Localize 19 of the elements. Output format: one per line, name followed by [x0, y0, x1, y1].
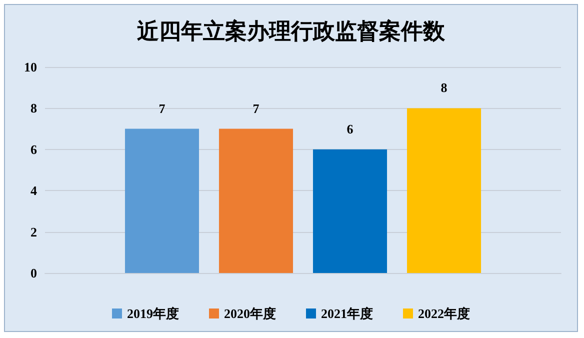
legend-label: 2020年度: [224, 306, 276, 321]
data-label: 7: [252, 100, 260, 116]
legend-label: 2022年度: [418, 306, 470, 321]
bar: [218, 128, 294, 273]
legend-label: 2019年度: [127, 306, 179, 321]
y-tick-label: 2: [30, 224, 37, 240]
y-tick-label: 6: [30, 142, 38, 157]
y-tick-label: 0: [30, 266, 37, 280]
bar: [312, 149, 388, 273]
bar: [124, 128, 199, 273]
data-label: 7: [158, 100, 166, 116]
data-label: 8: [440, 80, 448, 96]
data-label: 6: [346, 121, 354, 136]
legend-label: 2021年度: [321, 306, 373, 321]
y-tick-label: 8: [30, 100, 38, 116]
bar: [407, 108, 482, 273]
chart-title: 近四年立案办理行政监督案件数: [136, 18, 446, 44]
y-tick-label: 4: [30, 183, 38, 198]
y-tick-label: 10: [24, 60, 37, 74]
